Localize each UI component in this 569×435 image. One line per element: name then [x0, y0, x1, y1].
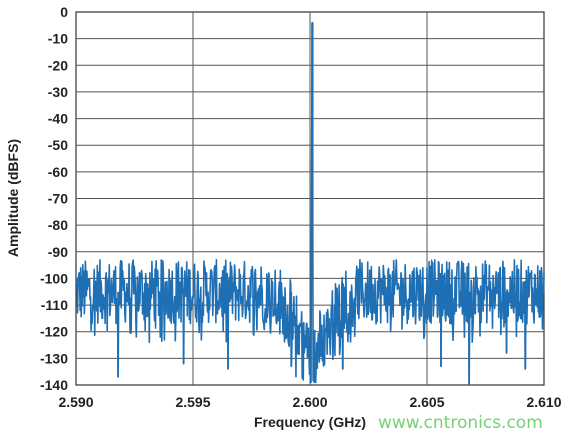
y-tick-label: -30	[48, 84, 68, 100]
y-tick-label: -10	[48, 31, 68, 47]
x-tick-label: 2.605	[409, 394, 444, 410]
y-tick-label: 0	[60, 4, 68, 20]
x-tick-labels: 2.590 2.595 2.600 2.605 2.610	[58, 394, 561, 410]
watermark-text: www.cntronics.com	[378, 413, 543, 433]
y-tick-label: -80	[48, 217, 68, 233]
y-tick-label: -40	[48, 111, 68, 127]
y-axis-title: Amplitude (dBFS)	[5, 139, 21, 257]
y-tick-label: -70	[48, 191, 68, 207]
x-tick-label: 2.610	[526, 394, 561, 410]
x-tick-label: 2.600	[292, 394, 327, 410]
series-layer	[75, 21, 545, 386]
x-axis-title: Frequency (GHz)	[254, 414, 366, 430]
y-tick-label: -60	[48, 164, 68, 180]
spectrum-line	[75, 21, 545, 386]
y-tick-label: -50	[48, 137, 68, 153]
y-tick-label: -20	[48, 57, 68, 73]
y-tick-label: -90	[48, 244, 68, 260]
y-tick-label: -140	[40, 377, 68, 393]
y-tick-label: -100	[40, 270, 68, 286]
y-tick-labels: 0 -10 -20 -30 -40 -50 -60 -70 -80 -90 -100 -110 -120…	[40, 4, 68, 393]
x-tick-label: 2.595	[175, 394, 210, 410]
y-tick-label: -120	[40, 324, 68, 340]
x-tick-label: 2.590	[58, 394, 93, 410]
y-tick-label: -110	[41, 297, 68, 313]
y-tick-label: -130	[40, 350, 68, 366]
